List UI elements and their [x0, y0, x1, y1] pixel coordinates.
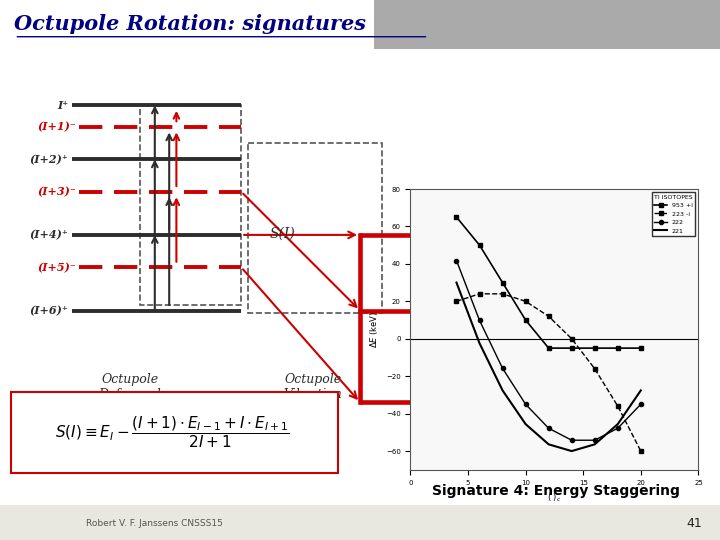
223 -i: [452, 298, 461, 305]
Text: (I+3)⁻: (I+3)⁻: [37, 186, 76, 197]
953 +i: [544, 345, 553, 352]
222: [521, 401, 530, 408]
221: [613, 421, 622, 427]
Y-axis label: $\Delta E$ (keV): $\Delta E$ (keV): [368, 311, 380, 348]
Line: 953 +i: 953 +i: [454, 215, 643, 350]
223 -i: [544, 313, 553, 320]
Bar: [374, 0, 720, 49]
953 +i: [567, 345, 576, 352]
Line: 222: 222: [454, 259, 643, 442]
222: [613, 425, 622, 431]
Text: (I+1)⁻: (I+1)⁻: [37, 122, 76, 132]
Text: (I+5)⁻: (I+5)⁻: [486, 396, 527, 409]
Text: (I+1)⁻: (I+1)⁻: [486, 228, 527, 241]
Text: (I+5)⁻: (I+5)⁻: [37, 262, 76, 273]
222: [452, 257, 461, 264]
953 +i: [613, 345, 622, 352]
953 +i: [590, 345, 599, 352]
Text: Octupole Rotation: signatures: Octupole Rotation: signatures: [14, 14, 366, 33]
221: [498, 387, 507, 394]
953 +i: [498, 279, 507, 286]
221: [567, 448, 576, 454]
Text: (I+4)⁺: (I+4)⁺: [30, 230, 68, 240]
222: [475, 317, 484, 323]
223 -i: [475, 291, 484, 297]
221: [475, 340, 484, 347]
221: [544, 441, 553, 448]
223 -i: [613, 403, 622, 409]
Text: (I+6)⁺: (I+6)⁺: [30, 305, 68, 316]
223 -i: [636, 448, 645, 454]
221: [636, 387, 645, 394]
222: [636, 401, 645, 408]
Legend: 953 +i, 223 -i, 222, 221: 953 +i, 223 -i, 222, 221: [652, 192, 696, 236]
953 +i: [636, 345, 645, 352]
222: [544, 425, 553, 431]
Text: $S(I) \equiv E_I - \dfrac{(I+1)\cdot E_{I-1} + I\cdot E_{I+1}}{2I+1}$: $S(I) \equiv E_I - \dfrac{(I+1)\cdot E_{…: [55, 414, 290, 450]
Text: Octupole
Vibration: Octupole Vibration: [284, 373, 343, 401]
222: [567, 437, 576, 443]
222: [498, 365, 507, 372]
223 -i: [590, 366, 599, 372]
223 -i: [498, 291, 507, 297]
Bar: [0, 505, 720, 540]
221: [590, 441, 599, 448]
Line: 223 -i: 223 -i: [454, 292, 643, 453]
Text: Signature 4: Energy Staggering: Signature 4: Energy Staggering: [432, 484, 680, 498]
953 +i: [521, 317, 530, 323]
Text: Robert V. F. Janssens CNSSS15: Robert V. F. Janssens CNSSS15: [86, 519, 223, 528]
Text: S(I): S(I): [270, 227, 296, 241]
953 +i: [475, 242, 484, 248]
223 -i: [521, 298, 530, 305]
X-axis label: $(\ )_c$: $(\ )_c$: [547, 491, 562, 504]
222: [590, 437, 599, 443]
Text: I⁺: I⁺: [58, 100, 68, 111]
Text: (I+3)⁻: (I+3)⁻: [486, 304, 527, 317]
221: [452, 279, 461, 286]
Text: (I+2)⁺: (I+2)⁺: [30, 154, 68, 165]
221: [521, 421, 530, 427]
223 -i: [567, 335, 576, 342]
Text: 41: 41: [686, 517, 702, 530]
Text: Octupole
Deformed: Octupole Deformed: [98, 373, 161, 401]
953 +i: [452, 214, 461, 220]
FancyBboxPatch shape: [11, 392, 338, 472]
Line: 221: 221: [456, 282, 641, 451]
